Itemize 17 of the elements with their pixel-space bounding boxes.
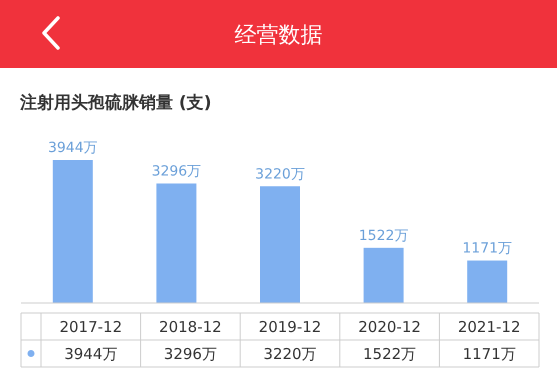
text: 3944万	[48, 140, 98, 156]
text: 1522万	[358, 228, 408, 244]
title: 经营数据	[234, 23, 322, 48]
data-label: 1522万	[363, 345, 416, 363]
data-label: 3220万	[263, 345, 317, 363]
data-label: 1171万	[462, 345, 516, 363]
x-tick-label: 2021-12	[458, 318, 521, 336]
data-label: 3944万	[64, 345, 118, 363]
x-tick-label: 2018-12	[159, 318, 222, 336]
data-label: 3296万	[164, 345, 217, 363]
x-tick-label: 2017-12	[59, 318, 122, 336]
text: 3220万	[255, 166, 305, 182]
x-tick-label: 2019-12	[258, 318, 322, 336]
x-tick-label: 2020-12	[358, 318, 421, 336]
subtitle: 注射用头孢硫脒销量 (支)	[20, 93, 212, 113]
text: 3296万	[152, 163, 202, 180]
text: 1171万	[462, 240, 512, 257]
